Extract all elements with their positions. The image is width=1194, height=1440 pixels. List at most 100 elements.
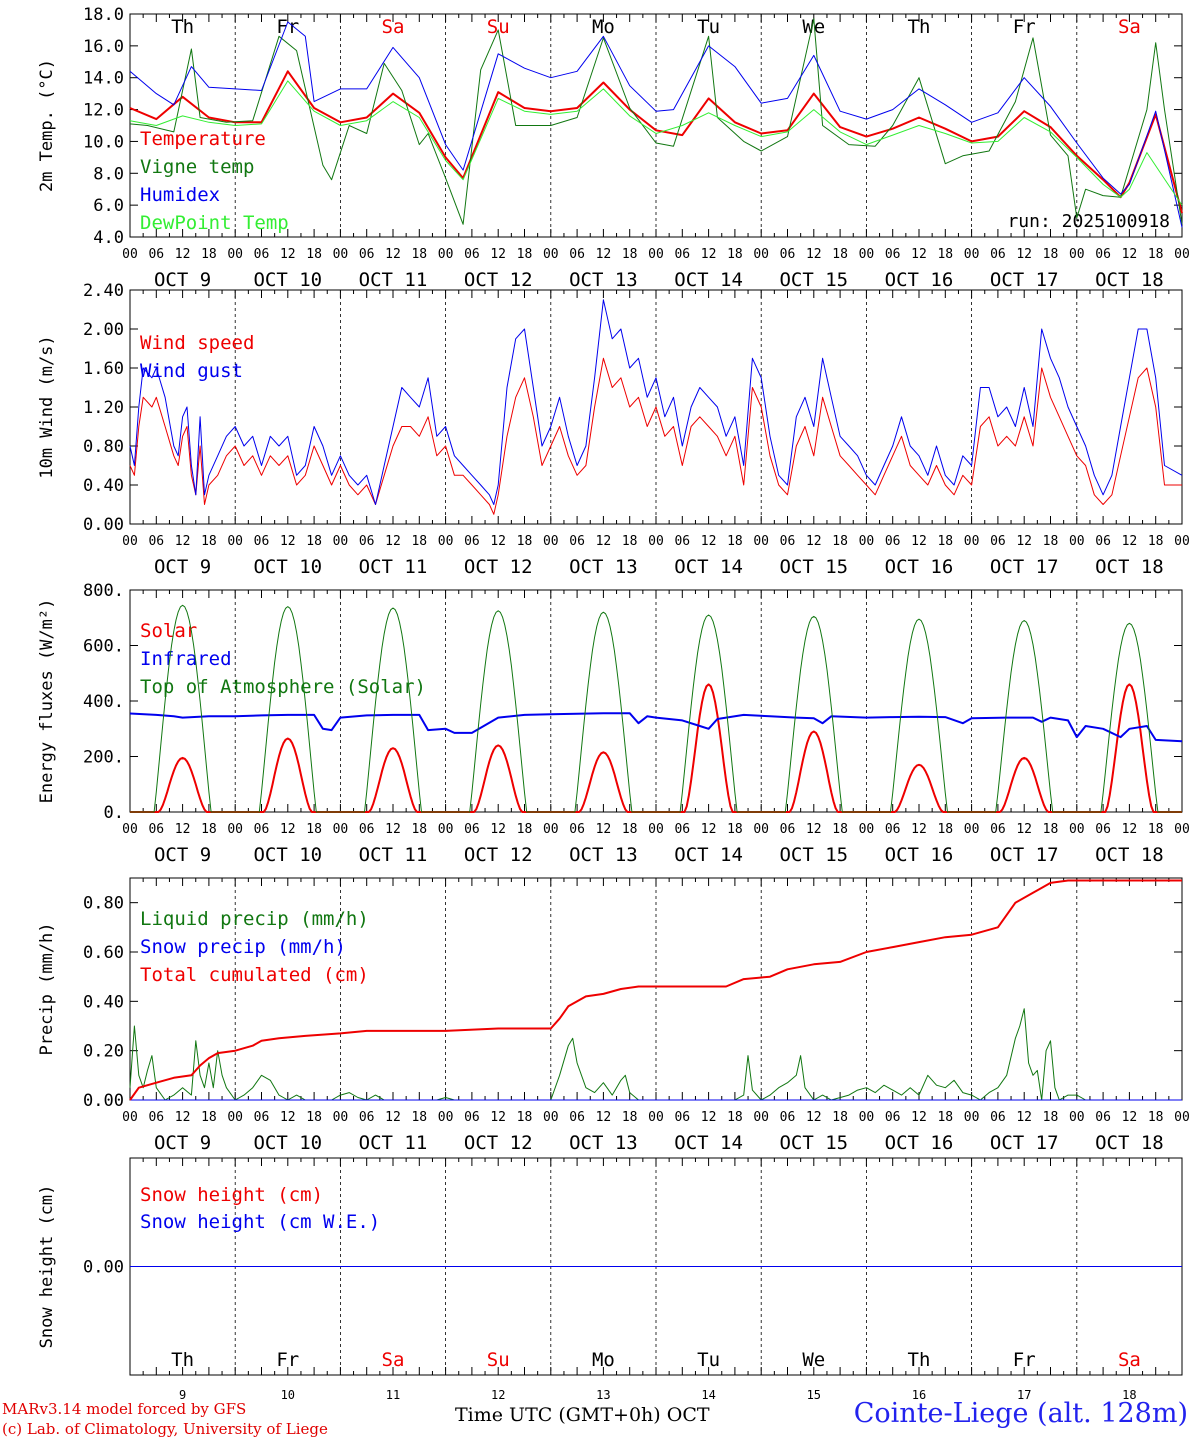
y-tick-label: 0.80 (83, 437, 124, 457)
day-number-label: 18 (1122, 1388, 1136, 1402)
series-energy-1 (129, 712, 1183, 743)
y-tick-label: 2.00 (83, 320, 124, 340)
x-tick-label: 00 (438, 534, 454, 549)
y-axis-label: Energy fluxes (W/m²) (37, 599, 57, 804)
weekday-label: Su (487, 1349, 510, 1371)
x-tick-label: 06 (254, 1110, 270, 1125)
x-tick-label: 06 (254, 247, 270, 262)
x-tick-label: 18 (727, 822, 743, 837)
x-tick-label: 18 (1043, 822, 1059, 837)
x-tick-label: 12 (490, 247, 506, 262)
x-tick-label: 06 (359, 1110, 375, 1125)
day-label: OCT 14 (674, 1132, 743, 1154)
x-tick-label: 12 (596, 534, 612, 549)
y-tick-label: 0.40 (83, 992, 124, 1012)
x-tick-label: 12 (701, 822, 717, 837)
day-number-label: 14 (701, 1388, 715, 1402)
x-tick-label: 18 (201, 1110, 217, 1125)
x-tick-label: 18 (832, 534, 848, 549)
y-tick-label: 400. (83, 692, 124, 712)
legend-entry: Snow precip (mm/h) (140, 936, 346, 958)
x-tick-label: 00 (333, 822, 349, 837)
x-tick-label: 18 (937, 534, 953, 549)
x-tick-label: 00 (1174, 247, 1190, 262)
series-wind-1 (129, 299, 1183, 505)
x-tick-label: 06 (569, 1110, 585, 1125)
x-tick-label: 18 (937, 1110, 953, 1125)
day-label: OCT 14 (674, 844, 743, 866)
x-tick-label: 00 (753, 1110, 769, 1125)
x-tick-label: 00 (859, 534, 875, 549)
x-tick-label: 06 (148, 1110, 164, 1125)
x-tick-label: 00 (543, 1110, 559, 1125)
x-tick-label: 12 (701, 1110, 717, 1125)
x-tick-label: 06 (359, 247, 375, 262)
day-number-label: 13 (596, 1388, 610, 1402)
y-tick-label: 1.60 (83, 359, 124, 379)
x-tick-label: 18 (1148, 1110, 1164, 1125)
x-tick-label: 12 (911, 247, 927, 262)
x-tick-label: 18 (411, 534, 427, 549)
weekday-label: Tu (697, 1349, 720, 1371)
x-tick-label: 06 (148, 534, 164, 549)
x-tick-label: 12 (1122, 822, 1138, 837)
x-tick-label: 06 (254, 534, 270, 549)
series-wind-0 (129, 357, 1182, 515)
series-temperature-3 (129, 80, 1183, 206)
x-tick-label: 06 (359, 534, 375, 549)
series-precip-2 (129, 879, 1182, 1101)
x-tick-label: 06 (148, 822, 164, 837)
y-tick-label: 0.80 (83, 894, 124, 914)
weekday-label: Fr (276, 16, 299, 38)
day-label: OCT 12 (464, 556, 533, 578)
weekday-label: Sa (1118, 16, 1141, 38)
x-tick-label: 00 (648, 534, 664, 549)
x-tick-label: 00 (122, 247, 138, 262)
x-tick-label: 00 (227, 1110, 243, 1125)
x-tick-label: 00 (333, 247, 349, 262)
x-tick-label: 12 (806, 247, 822, 262)
x-tick-label: 18 (622, 534, 638, 549)
day-label: OCT 12 (464, 269, 533, 291)
y-tick-label: 200. (83, 748, 124, 768)
x-tick-label: 00 (753, 247, 769, 262)
panel-wind: 0.00 0.40 0.80 1.20 1.60 2.00 2.40 10m Wind (m/… (37, 281, 1190, 578)
x-tick-label: 06 (990, 247, 1006, 262)
x-tick-label: 18 (622, 822, 638, 837)
x-tick-label: 00 (122, 1110, 138, 1125)
day-label: OCT 11 (359, 269, 428, 291)
x-tick-label: 00 (1174, 534, 1190, 549)
weekday-label: Fr (1013, 1349, 1036, 1371)
x-tick-label: 12 (385, 822, 401, 837)
y-tick-label: 0. (104, 803, 124, 823)
x-tick-label: 06 (674, 534, 690, 549)
x-tick-label: 00 (122, 822, 138, 837)
day-label: OCT 9 (154, 1132, 211, 1154)
y-tick-label: 8.0 (93, 164, 124, 184)
weekday-label: Th (908, 1349, 931, 1371)
x-tick-label: 06 (780, 534, 796, 549)
x-tick-label: 06 (885, 247, 901, 262)
x-tick-label: 12 (596, 247, 612, 262)
time-axis-title-text: Time UTC (GMT+0h) (455, 1404, 661, 1426)
y-tick-label: 0.20 (83, 1042, 124, 1062)
x-tick-label: 06 (780, 247, 796, 262)
x-tick-label: 18 (306, 534, 322, 549)
x-tick-label: 12 (175, 247, 191, 262)
x-tick-label: 06 (254, 822, 270, 837)
x-tick-label: 12 (701, 534, 717, 549)
credit-lab: (c) Lab. of Climatology, University of L… (2, 1420, 328, 1438)
x-tick-label: 12 (1122, 1110, 1138, 1125)
weekday-label: Fr (1013, 16, 1036, 38)
x-tick-label: 06 (569, 534, 585, 549)
x-tick-label: 12 (701, 247, 717, 262)
y-axis-label: Precip (mm/h) (37, 922, 57, 1055)
day-number-label: 9 (179, 1388, 186, 1402)
day-label: OCT 13 (569, 556, 638, 578)
x-tick-label: 06 (569, 247, 585, 262)
weekday-label: Su (487, 16, 510, 38)
day-number-label: 12 (491, 1388, 505, 1402)
y-axis-label: 2m Temp. (°C) (37, 59, 57, 192)
x-tick-label: 18 (727, 534, 743, 549)
x-tick-label: 18 (1148, 247, 1164, 262)
